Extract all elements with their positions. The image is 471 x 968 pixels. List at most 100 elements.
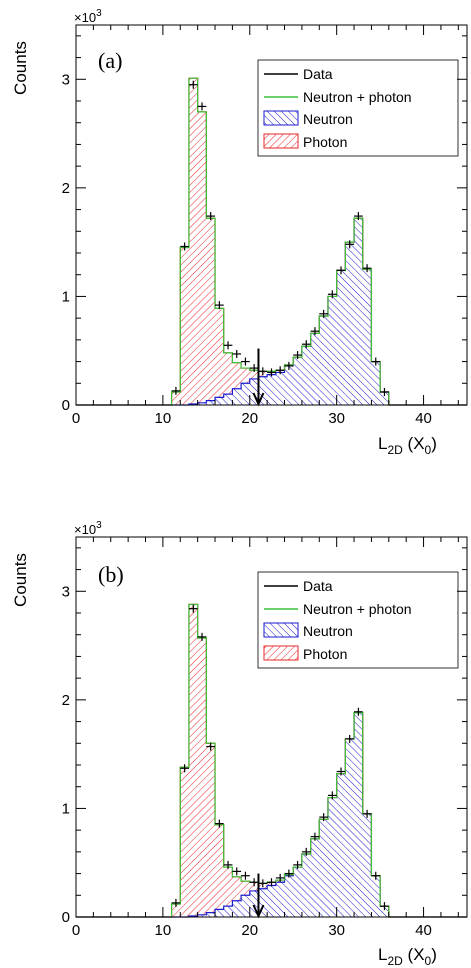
y-scale-base: ×10 (74, 10, 96, 25)
neutron-bar (327, 296, 337, 405)
data-point (206, 212, 216, 221)
neutron-bar (232, 900, 242, 917)
x-tick-label: 0 (72, 922, 80, 939)
data-point (362, 264, 372, 273)
y-scale-label: ×103 (74, 8, 102, 25)
data-point (241, 357, 250, 366)
neutron-bar (206, 400, 216, 405)
legend-photon-label: Photon (303, 646, 347, 662)
sum-line (76, 77, 467, 406)
neutron-bar (275, 882, 285, 917)
data-point (301, 340, 311, 349)
data-point (310, 327, 320, 336)
photon-bar (241, 881, 250, 896)
data-point (197, 102, 207, 111)
data-point (267, 368, 276, 377)
legend-photon-label: Photon (303, 134, 347, 150)
data-point (188, 80, 198, 89)
x-tick-label: 10 (155, 410, 172, 427)
neutron-bar (241, 383, 250, 405)
x-tick-label: 30 (328, 410, 345, 427)
neutron-bar (249, 378, 259, 405)
neutron-bar (284, 365, 294, 405)
data-point (215, 301, 224, 310)
data-point (275, 873, 285, 882)
neutron-bar (232, 388, 242, 405)
x-tick-label: 0 (72, 410, 80, 427)
photon-bar (180, 247, 189, 405)
cut-arrow-head (252, 904, 265, 919)
data-point (258, 879, 268, 888)
x-tick-label: 10 (155, 922, 172, 939)
x-axis-label-close: ) (431, 434, 437, 453)
legend-sum-label: Neutron + photon (303, 89, 412, 105)
panel-b: Counts ×103 (b) L2D (X0) Data Neutron + … (11, 520, 468, 968)
data-point (336, 767, 346, 776)
photon-bar (171, 391, 181, 405)
data-point (197, 632, 207, 641)
data-point (380, 387, 389, 396)
data-point (371, 871, 381, 880)
data-point (206, 742, 216, 751)
panel-a: Counts ×103 (a) L2D (X0) Data Neutron + … (11, 8, 468, 457)
neutron-bar (319, 819, 328, 917)
neutron-bar (223, 906, 233, 917)
x-tick-label: 30 (328, 922, 345, 939)
neutron-bar (345, 242, 355, 405)
neutron-bar (362, 813, 372, 917)
x-axis-label: L2D (X0) (378, 434, 437, 457)
data-point (180, 764, 189, 773)
neutron-bar (206, 912, 216, 917)
x-axis-label-rest: (X (403, 945, 425, 964)
photon-bar (206, 743, 216, 913)
sum-line (76, 603, 467, 918)
neutron-bar (267, 374, 276, 405)
data-point (258, 367, 268, 376)
neutron-bar (354, 218, 363, 405)
y-tick-label: 2 (62, 180, 70, 197)
neutron-bar (336, 773, 346, 917)
data-point (284, 869, 294, 878)
data-point (241, 871, 250, 880)
legend: Data Neutron + photon Neutron Photon (257, 59, 459, 157)
y-scale-label: ×103 (74, 520, 102, 537)
photon-bar (249, 370, 259, 379)
data-point (293, 351, 302, 360)
photon-bar (249, 882, 259, 891)
data-point (327, 290, 337, 299)
neutron-bar (301, 346, 311, 405)
neutron-bar (215, 909, 224, 917)
photon-bar (232, 362, 242, 389)
data-point (284, 361, 294, 370)
photon-bar (223, 352, 233, 395)
photon-bar (197, 111, 207, 403)
neutron-bar (327, 797, 337, 917)
photon-bar (188, 604, 198, 916)
y-axis-label: Counts (11, 41, 30, 95)
photon-bar (197, 637, 207, 915)
neutron-bar (301, 854, 311, 917)
legend-neutron-swatch (263, 622, 299, 638)
data-point (188, 604, 198, 613)
legend-photon-swatch (263, 133, 299, 149)
x-axis-label-sub2: 0 (425, 954, 432, 968)
neutron-bar (293, 357, 302, 405)
x-axis-label: L2D (X0) (378, 945, 437, 968)
data-point (354, 212, 363, 221)
cut-arrow-head (252, 392, 265, 407)
data-point (180, 242, 189, 251)
data-point (249, 878, 259, 887)
panel-label: (b) (98, 562, 124, 587)
photon-bar (223, 867, 233, 907)
data-point (371, 357, 381, 366)
legend-data-label: Data (303, 578, 333, 594)
y-tick-label: 3 (62, 583, 70, 600)
x-tick-label: 40 (415, 410, 432, 427)
data-point (319, 309, 328, 318)
neutron-bar (310, 333, 320, 405)
neutron-bar (345, 738, 355, 917)
axes-frame (75, 24, 468, 406)
neutron-bar (249, 890, 259, 917)
neutron-bar (293, 867, 302, 917)
